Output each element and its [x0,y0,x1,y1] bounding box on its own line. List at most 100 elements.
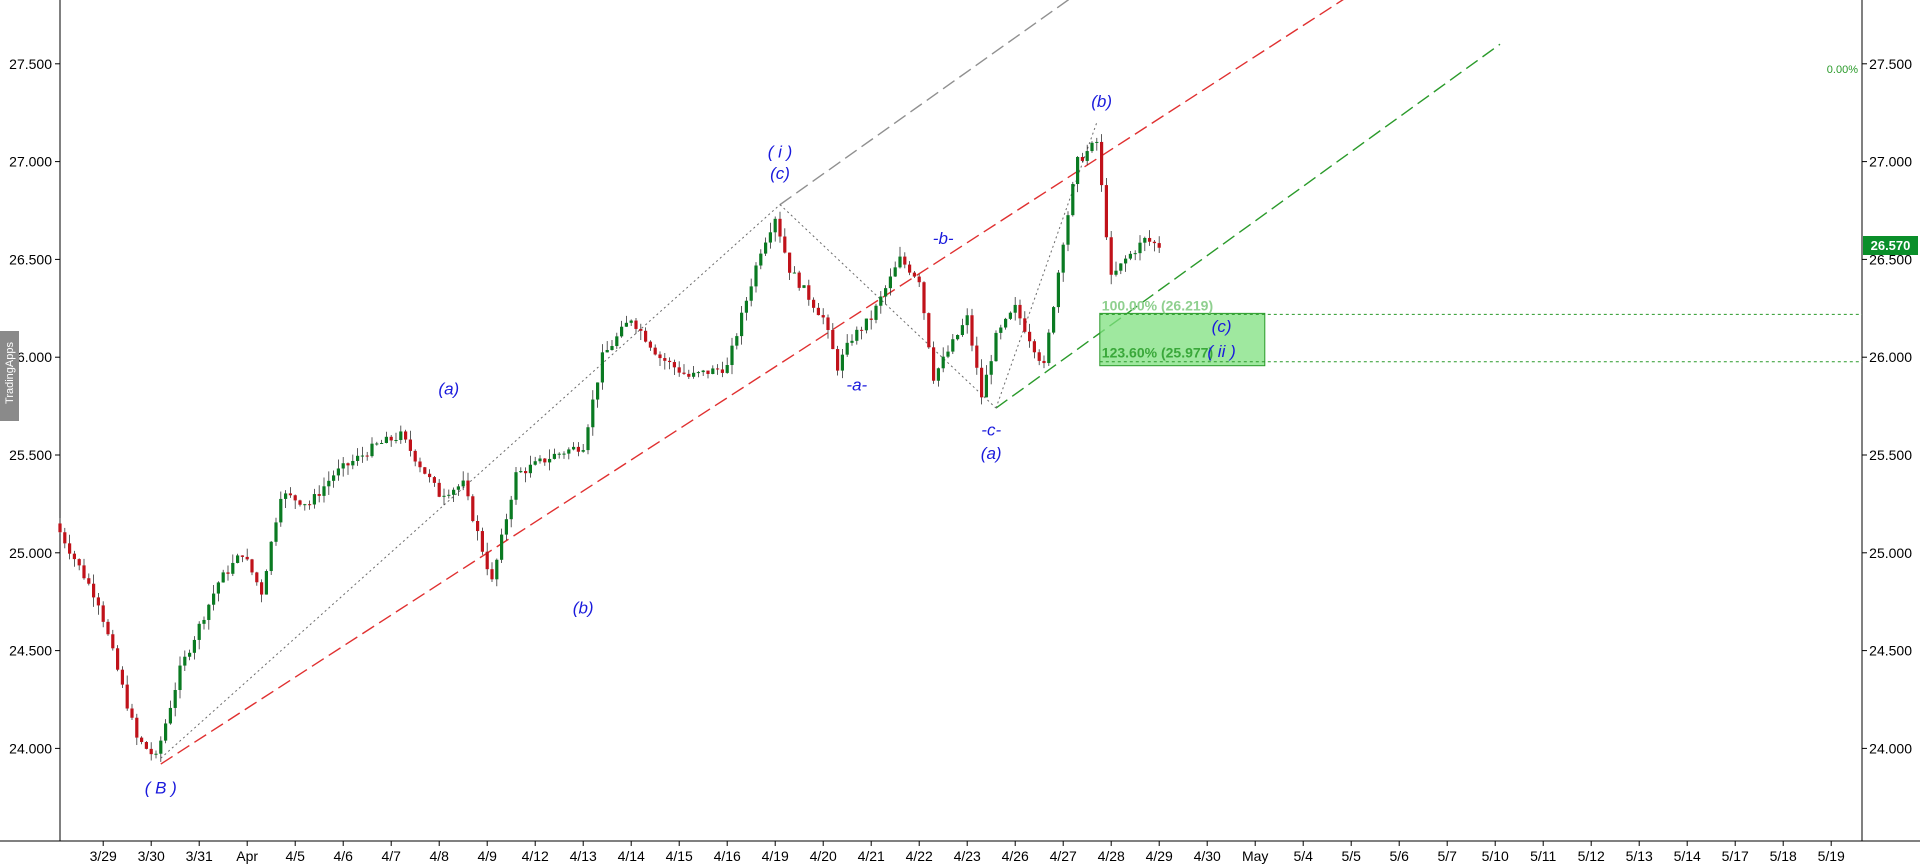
candle-body [351,460,355,466]
x-tick-label: 4/9 [477,848,497,864]
candle-body [293,495,297,501]
wave-label: (c) [1212,317,1232,336]
candle-body [946,351,950,357]
candle-body [701,370,705,373]
candle-body [202,619,206,624]
candle-body [735,336,739,346]
candle-body [144,742,148,749]
candle-body [466,480,470,497]
fib-top-label: 0.00% [1827,64,1858,76]
candle-body [212,593,216,605]
candle-body [1004,318,1008,328]
x-tick-label: 5/7 [1437,848,1457,864]
candle-body [125,684,129,709]
candle-body [423,467,427,474]
candle-body [711,368,715,374]
y-tick-label-right: 24.000 [1869,740,1912,756]
candle-body [317,494,321,496]
candle-body [610,346,614,350]
candle-body [936,368,940,381]
candle-body [442,495,446,497]
candle-body [1023,318,1027,332]
candle-body [994,332,998,362]
candle-body [495,559,499,580]
wave-label: (b) [573,598,594,617]
candle-body [658,354,662,359]
x-tick-label: 4/6 [333,848,353,864]
candle-body [1071,184,1075,216]
candle-body [807,285,811,300]
candle-body [1080,156,1084,161]
x-tick-label: 5/4 [1293,848,1313,864]
candle-body [1114,270,1118,275]
candle-body [135,717,139,738]
candle-body [365,455,369,457]
wave-label: (c) [770,164,790,183]
candle-body [346,463,350,466]
candle-body [792,272,796,274]
x-tick-label: 5/17 [1722,848,1749,864]
candle-body [178,665,182,691]
candle-body [903,256,907,265]
x-tick-label: 4/5 [285,848,305,864]
candle-body [130,708,134,718]
candle-body [879,296,883,306]
candle-body [778,218,782,237]
last-price-tag: 26.570 [1863,236,1918,255]
wave-label: ( i ) [768,143,793,162]
candle-body [605,349,609,353]
candle-body [418,461,422,468]
wave-label: -b- [933,229,954,248]
candle-body [471,496,475,521]
candle-body [831,329,835,350]
candle-body [1066,215,1070,245]
candle-body [1061,244,1065,273]
candle-body [96,597,100,606]
y-tick-label-right: 25.000 [1869,545,1912,561]
candle-body [154,753,158,755]
candle-body [375,443,379,445]
x-tick-label: 4/21 [858,848,885,864]
candle-body [394,440,398,442]
x-tick-label: 5/12 [1578,848,1605,864]
x-tick-label: 4/15 [666,848,693,864]
candle-body [845,342,849,355]
candle-body [269,541,273,572]
candle-body [236,555,240,563]
wave-connector-line [995,122,1098,409]
x-tick-label: 5/6 [1389,848,1409,864]
candle-body [581,450,585,452]
candle-body [970,315,974,346]
candle-body [476,520,480,532]
candle-body [812,299,816,308]
candle-body [572,446,576,450]
candle-body [149,748,153,755]
candle-body [437,482,441,497]
candle-body [917,276,921,283]
candle-body [898,256,902,268]
candle-body [1037,352,1041,361]
candle-body [101,605,105,622]
x-tick-label: 4/26 [1002,848,1029,864]
candle-body [111,634,115,649]
x-tick-label: 4/20 [810,848,837,864]
watermark-text: TradingApps [4,342,16,404]
wave-label: (b) [1091,92,1112,111]
candle-body [802,285,806,288]
y-tick-label-left: 25.500 [9,447,52,463]
candle-body [231,562,235,574]
candle-body [552,453,556,459]
y-tick-label-left: 24.500 [9,643,52,659]
candle-body [264,571,268,595]
candle-body [77,559,81,566]
trend-line-red [160,0,1344,765]
candle-body [783,236,787,253]
candle-body [322,486,326,496]
candle-body [327,480,331,487]
candle-body [240,555,244,557]
x-tick-label: 5/14 [1674,848,1701,864]
candle-body [706,370,710,374]
candle-body [596,382,600,400]
candle-body [288,493,292,496]
candle-body [543,458,547,463]
